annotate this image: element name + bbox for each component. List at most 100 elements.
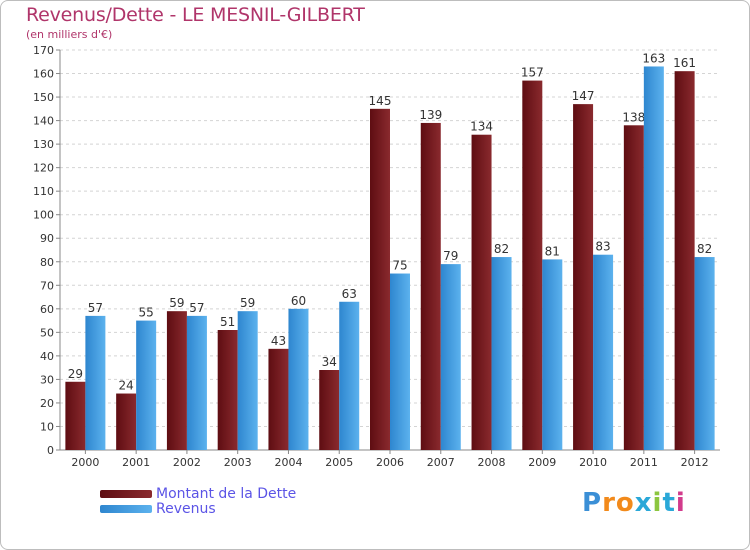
data-label-revenue: 57: [189, 301, 204, 315]
data-label-debt: 59: [169, 296, 184, 310]
y-tick-label: 150: [33, 91, 54, 104]
x-tick-label: 2012: [681, 456, 709, 469]
x-tick-label: 2009: [528, 456, 556, 469]
y-tick-label: 50: [40, 326, 54, 339]
logo-letter: P: [582, 488, 603, 518]
data-label-debt: 24: [119, 379, 134, 393]
bar-debt: [319, 370, 340, 450]
bar-debt: [65, 381, 86, 450]
logo-letter: t: [662, 488, 676, 518]
data-label-revenue: 60: [291, 294, 306, 308]
bar-debt: [166, 311, 187, 450]
legend-item-revenue: Revenus: [100, 500, 296, 517]
bar-revenue: [593, 254, 614, 450]
y-tick-label: 10: [40, 420, 54, 433]
y-tick-label: 40: [40, 350, 54, 363]
y-tick-label: 0: [47, 444, 54, 457]
data-label-revenue: 59: [240, 296, 255, 310]
bar-debt: [674, 71, 695, 451]
logo-letter: x: [634, 488, 653, 518]
data-label-debt: 34: [322, 355, 337, 369]
x-tick-label: 2000: [71, 456, 99, 469]
x-tick-label: 2011: [630, 456, 658, 469]
data-label-debt: 139: [419, 108, 442, 122]
y-tick-label: 120: [33, 162, 54, 175]
y-tick-label: 140: [33, 115, 54, 128]
bar-debt: [573, 104, 594, 450]
bar-revenue: [694, 257, 715, 450]
data-label-revenue: 57: [88, 301, 103, 315]
data-label-debt: 138: [622, 110, 645, 124]
x-tick-label: 2006: [376, 456, 404, 469]
y-tick-label: 130: [33, 138, 54, 151]
x-tick-label: 2007: [427, 456, 455, 469]
bar-debt: [370, 108, 390, 450]
logo-letter: o: [615, 488, 635, 518]
y-tick-label: 90: [40, 232, 54, 245]
data-label-revenue: 82: [697, 242, 712, 256]
bar-revenue: [85, 315, 106, 450]
y-tick-label: 160: [33, 68, 54, 81]
data-label-debt: 29: [68, 367, 83, 381]
data-label-debt: 43: [271, 334, 286, 348]
legend-label-debt: Montant de la Dette: [156, 485, 297, 502]
y-tick-label: 100: [33, 209, 54, 222]
data-label-debt: 147: [572, 89, 595, 103]
legend-item-debt: Montant de la Dette: [100, 485, 297, 502]
bar-revenue: [339, 301, 360, 450]
bar-debt: [623, 125, 644, 450]
data-label-revenue: 81: [545, 244, 560, 258]
legend-label-revenue: Revenus: [156, 500, 216, 517]
y-tick-label: 70: [40, 279, 54, 292]
data-label-revenue: 79: [443, 249, 458, 263]
logo-letter: i: [675, 488, 686, 518]
data-label-debt: 145: [369, 94, 392, 108]
x-tick-label: 2001: [122, 456, 150, 469]
x-tick-label: 2008: [478, 456, 506, 469]
y-tick-label: 80: [40, 256, 54, 269]
y-tick-label: 30: [40, 373, 54, 386]
x-tick-label: 2002: [173, 456, 201, 469]
bar-revenue: [237, 311, 258, 450]
bar-debt: [420, 122, 441, 451]
data-label-debt: 161: [673, 56, 696, 70]
bar-revenue: [136, 320, 157, 450]
data-label-debt: 51: [220, 315, 235, 329]
bar-revenue: [491, 257, 512, 450]
data-label-revenue: 75: [392, 259, 407, 273]
bar-revenue: [288, 308, 309, 450]
bar-debt: [522, 80, 543, 451]
data-label-debt: 157: [521, 66, 544, 80]
bar-debt: [116, 393, 137, 450]
x-tick-label: 2003: [224, 456, 252, 469]
x-tick-label: 2004: [274, 456, 302, 469]
proxiti-logo: Proxiti: [582, 488, 686, 518]
data-label-revenue: 163: [642, 51, 665, 65]
y-tick-label: 170: [33, 44, 54, 57]
data-label-revenue: 55: [139, 306, 154, 320]
bar-debt: [471, 134, 492, 451]
x-tick-label: 2010: [579, 456, 607, 469]
legend-swatch-debt: [100, 489, 152, 498]
data-label-revenue: 82: [494, 242, 509, 256]
x-tick-label: 2005: [325, 456, 353, 469]
y-tick-label: 60: [40, 303, 54, 316]
bar-revenue: [643, 66, 664, 451]
logo-letter: i: [652, 488, 663, 518]
chart-subtitle: (en milliers d'€): [26, 28, 113, 41]
data-label-revenue: 83: [595, 240, 610, 254]
legend-swatch-revenue: [100, 504, 152, 513]
logo-letter: r: [602, 488, 616, 518]
bar-debt: [268, 348, 289, 450]
y-tick-label: 20: [40, 397, 54, 410]
bar-revenue: [390, 273, 410, 450]
data-label-debt: 134: [470, 120, 493, 134]
bar-revenue: [542, 259, 563, 450]
data-label-revenue: 63: [342, 287, 357, 301]
bar-debt: [217, 330, 238, 450]
legend: Montant de la Dette Revenus: [100, 485, 297, 517]
chart-title: Revenus/Dette - LE MESNIL-GILBERT: [26, 4, 365, 26]
y-tick-label: 110: [33, 185, 54, 198]
bar-revenue: [186, 315, 207, 450]
